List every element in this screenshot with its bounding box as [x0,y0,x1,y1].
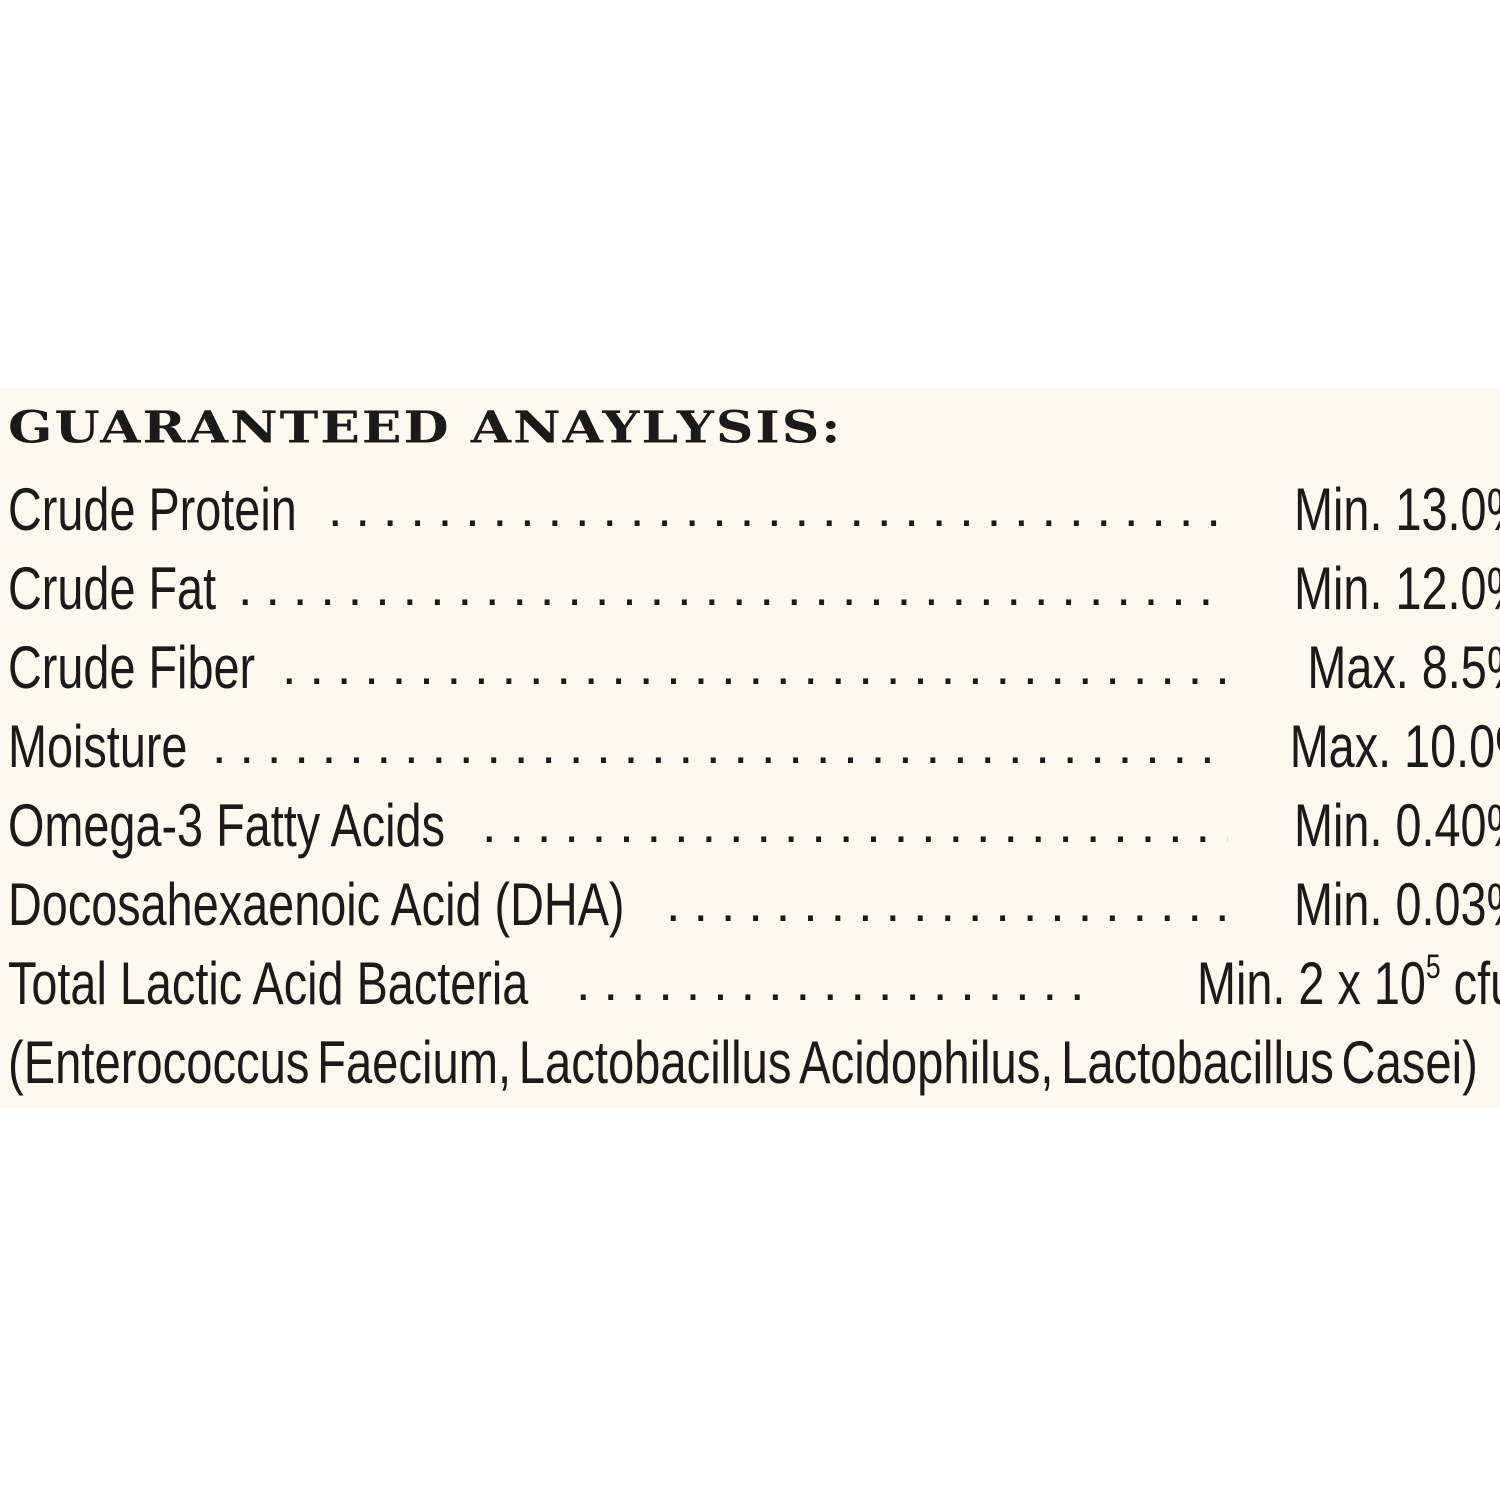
analysis-row-moisture: Moisture ...............................… [8,707,1500,786]
leader-dots: ........................................… [666,875,1228,933]
row-value: Min. 0.40% [1294,792,1500,859]
row-label: Omega-3 Fatty Acids [8,792,445,859]
row-label: Crude Fiber [8,634,256,701]
row-label: Docosahexaenoic Acid (DHA) [8,871,625,938]
analysis-row-crude-fiber: Crude Fiber ............................… [8,628,1500,707]
leader-dots: ........................................… [282,638,1245,696]
leader-dots: ........................................… [328,480,1228,538]
row-value: Min. 2 x 105 cfu/g [1197,944,1500,1023]
analysis-row-omega-3: Omega-3 Fatty Acids ....................… [8,786,1500,865]
footnote-word: Lactobacillus [1061,1029,1334,1096]
analysis-row-dha: Docosahexaenoic Acid (DHA) .............… [8,865,1500,944]
analysis-row-crude-protein: Crude Protein ..........................… [8,470,1500,549]
leader-dots: ........................................… [482,796,1228,854]
guaranteed-analysis-panel: GUARANTEED ANAYLYSIS: Crude Protein ....… [0,388,1500,1108]
row-value: Max. 10.0% [1289,713,1500,780]
footnote-word: Acidophilus, [799,1029,1054,1096]
footnote-word: Casei) [1341,1029,1478,1096]
row-label: Moisture [8,713,188,780]
analysis-row-lactic-acid-bacteria: Total Lactic Acid Bacteria .............… [8,944,1500,1023]
bacteria-strains-footnote: (Enterococcus Faecium, Lactobacillus Aci… [8,1023,1478,1102]
value-exponent: 5 [1425,948,1441,986]
row-label: Crude Fat [8,555,217,622]
leader-dots: ........................................… [212,717,1220,775]
row-value: Min. 13.0% [1294,476,1500,543]
analysis-row-crude-fat: Crude Fat ..............................… [8,549,1500,628]
panel-heading: GUARANTEED ANAYLYSIS: [8,401,843,454]
value-prefix: Min. 2 x 10 [1197,950,1426,1017]
row-value: Max. 8.5% [1307,634,1500,701]
row-value: Min. 12.0% [1294,555,1500,622]
row-label: Total Lactic Acid Bacteria [8,950,529,1017]
row-label: Crude Protein [8,476,297,543]
row-value: Min. 0.03% [1294,871,1500,938]
leader-dots: ........................................… [576,954,1096,1012]
footnote-word: Lactobacillus [518,1029,792,1096]
footnote-word: (Enterococcus [8,1029,310,1096]
analysis-rows: Crude Protein ..........................… [8,470,1500,1102]
footnote-word: Faecium, [317,1029,512,1096]
value-suffix: cfu/g [1453,950,1500,1017]
leader-dots: ........................................… [238,559,1228,617]
